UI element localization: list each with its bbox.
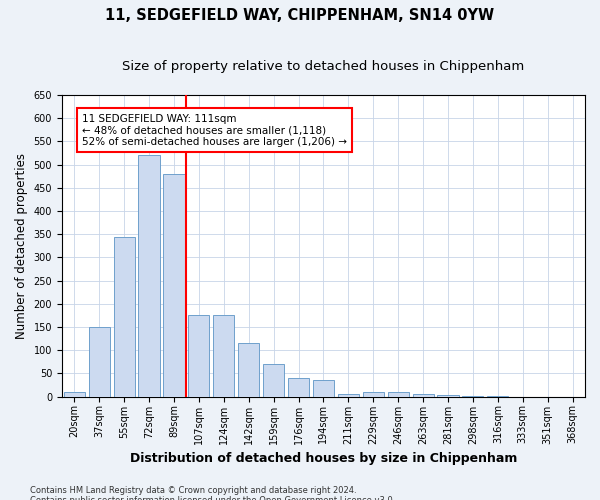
Text: Contains HM Land Registry data © Crown copyright and database right 2024.: Contains HM Land Registry data © Crown c… [30,486,356,495]
Bar [163,174,185,396]
Bar [139,156,160,396]
Bar [338,394,359,396]
Text: 11 SEDGEFIELD WAY: 111sqm
← 48% of detached houses are smaller (1,118)
52% of se: 11 SEDGEFIELD WAY: 111sqm ← 48% of detac… [82,114,347,147]
Bar [188,316,209,396]
Y-axis label: Number of detached properties: Number of detached properties [15,153,28,339]
X-axis label: Distribution of detached houses by size in Chippenham: Distribution of detached houses by size … [130,452,517,465]
Bar [113,236,135,396]
Bar [313,380,334,396]
Bar [64,392,85,396]
Bar [288,378,309,396]
Bar [388,392,409,396]
Text: 11, SEDGEFIELD WAY, CHIPPENHAM, SN14 0YW: 11, SEDGEFIELD WAY, CHIPPENHAM, SN14 0YW [106,8,494,22]
Bar [413,394,434,396]
Title: Size of property relative to detached houses in Chippenham: Size of property relative to detached ho… [122,60,524,73]
Bar [213,316,235,396]
Bar [362,392,384,396]
Text: Contains public sector information licensed under the Open Government Licence v3: Contains public sector information licen… [30,496,395,500]
Bar [89,327,110,396]
Bar [238,344,259,396]
Bar [263,364,284,396]
